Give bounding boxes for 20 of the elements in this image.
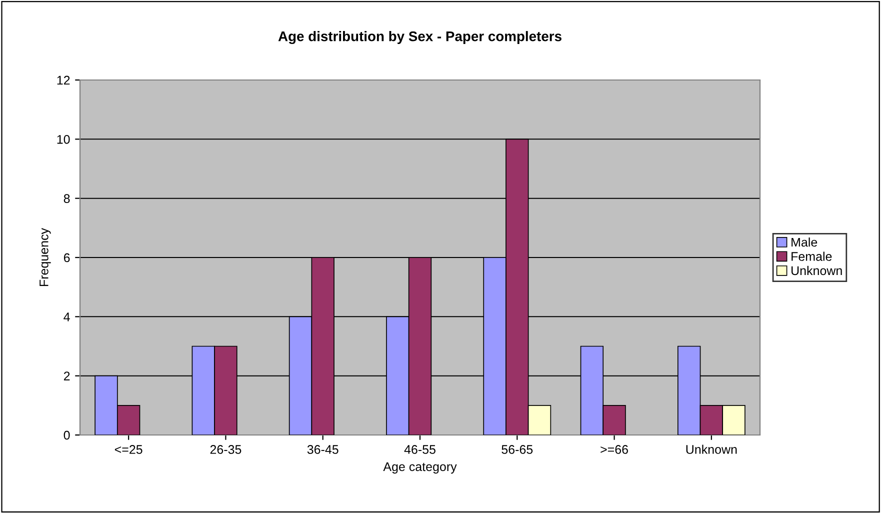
y-tick-label: 12 xyxy=(57,76,70,85)
x-tick-label: 26-35 xyxy=(210,445,242,454)
y-tick-label: 0 xyxy=(64,430,70,440)
x-tick-label: 56-65 xyxy=(502,445,533,454)
y-tick-label: 8 xyxy=(64,194,70,203)
y-tick-label: 6 xyxy=(64,253,70,262)
x-tick-label: 36-45 xyxy=(307,445,338,454)
x-tick-label: 46-55 xyxy=(404,445,436,454)
x-tick-label: >=66 xyxy=(600,445,628,454)
y-axis-title: Frequency xyxy=(40,228,51,286)
chart-title: Age distribution by Sex - Paper completers xyxy=(278,31,562,44)
legend-label: Male xyxy=(792,237,818,247)
x-axis-title: Age category xyxy=(383,462,457,474)
legend-label: Unknown xyxy=(792,266,842,276)
x-tick-label: Unknown xyxy=(686,444,737,454)
y-tick-label: 2 xyxy=(64,372,70,380)
y-tick-label: 4 xyxy=(64,312,70,322)
legend-label: Female xyxy=(792,252,832,261)
x-tick-label: <=25 xyxy=(114,445,142,454)
y-tick-label: 10 xyxy=(57,134,70,144)
